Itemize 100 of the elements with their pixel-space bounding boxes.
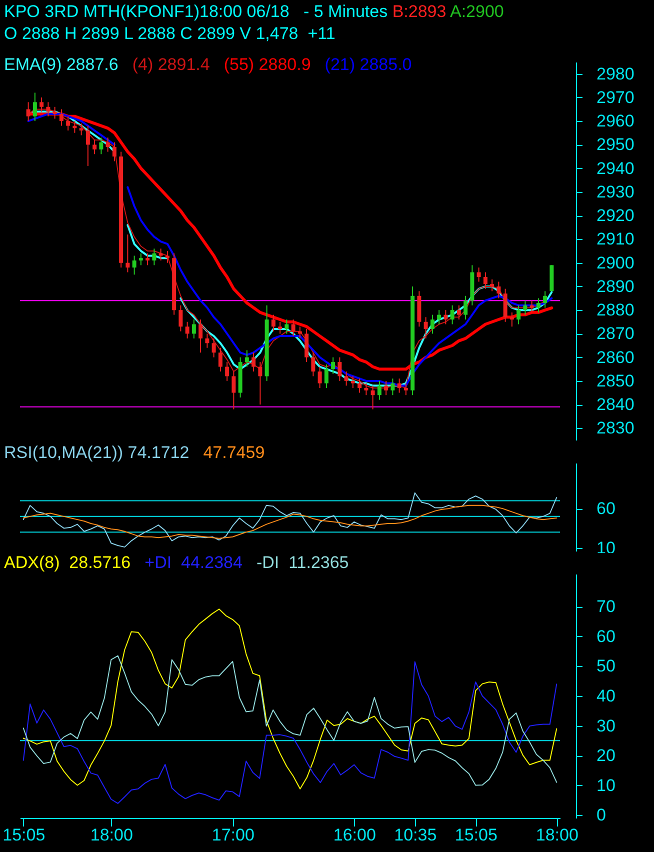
candlestick <box>370 385 375 410</box>
y-tick-label: 20 <box>596 746 616 766</box>
candlestick <box>543 290 548 308</box>
y-tick-label: 2910 <box>596 230 634 249</box>
text: A:2900 <box>450 2 504 21</box>
candlestick <box>198 319 203 354</box>
candlestick <box>205 333 210 348</box>
line-series <box>22 608 558 790</box>
text: (55) 2880.9 <box>224 55 311 74</box>
candlestick <box>59 108 64 126</box>
candlestick <box>185 321 190 339</box>
x-tick-label: 17:00 <box>212 826 254 844</box>
x-tick-label: 15:05 <box>454 826 498 844</box>
candlestick <box>79 122 84 136</box>
candlestick <box>523 300 528 316</box>
y-tick-label: 2860 <box>596 348 634 367</box>
text: (4) 2891.4 <box>132 55 210 74</box>
candlestick <box>32 92 37 122</box>
candlestick <box>284 319 289 334</box>
candlestick <box>26 102 30 122</box>
candlestick <box>390 378 395 396</box>
candlestick <box>490 278 494 292</box>
line-series <box>22 504 558 539</box>
candlestick <box>212 338 216 358</box>
line-series <box>22 661 558 804</box>
candlestick <box>331 356 336 374</box>
candlestick <box>52 106 57 120</box>
y-tick-label: 2950 <box>596 135 634 154</box>
text: -DI 11.2365 <box>256 553 349 572</box>
y-tick-label: 2890 <box>596 276 634 296</box>
y-tick-label: 60 <box>596 499 616 518</box>
candlestick <box>496 281 501 299</box>
candlestick <box>430 314 434 334</box>
candlestick <box>510 312 514 328</box>
candlestick <box>112 142 116 162</box>
candlestick <box>66 116 70 132</box>
y-tick-label: 2840 <box>596 395 634 414</box>
candlestick <box>258 362 262 406</box>
candlestick <box>178 304 183 332</box>
y-tick-label: 2920 <box>596 206 634 226</box>
candlestick <box>483 272 488 290</box>
y-tick-label: 2870 <box>596 324 634 344</box>
candlestick <box>86 125 90 166</box>
text: ADX(8) 28.5716 <box>4 553 131 572</box>
chart-subtitle: O 2888 H 2899 L 2888 C 2899 V 1,478 +11 <box>4 24 336 44</box>
line-series <box>22 655 558 786</box>
candlestick <box>350 376 355 389</box>
x-tick-label: 18:00 <box>536 826 578 844</box>
x-tick-label: 18:00 <box>90 826 133 844</box>
text: RSI(10,MA(21)) 74.1712 <box>4 443 190 462</box>
candlestick <box>424 316 428 339</box>
text: 47.7459 <box>203 443 265 462</box>
y-tick-label: 40 <box>596 686 616 706</box>
y-tick-label: 30 <box>596 716 616 736</box>
candlestick <box>344 370 348 386</box>
y-tick-label: 50 <box>596 656 616 676</box>
candlestick <box>536 298 540 313</box>
y-tick-label: 2970 <box>596 88 634 107</box>
x-tick-label: 10:35 <box>394 826 437 844</box>
candlestick <box>132 255 136 276</box>
line-series <box>22 492 558 548</box>
candlestick <box>358 378 362 394</box>
x-tick-label: 16:00 <box>333 826 376 844</box>
candlestick <box>40 96 44 112</box>
candlestick <box>464 295 468 320</box>
text: (21) 2885.0 <box>324 55 412 74</box>
x-tick-label: 15:05 <box>2 826 46 844</box>
candlestick <box>106 137 110 152</box>
y-tick-label: 2940 <box>596 158 634 178</box>
candlestick <box>377 380 382 400</box>
candlestick <box>456 304 461 320</box>
candlestick <box>146 252 150 266</box>
candlestick <box>138 252 143 266</box>
candlestick <box>304 328 309 363</box>
candlestick <box>311 352 316 377</box>
y-tick-label: 60 <box>596 626 616 646</box>
candlestick <box>516 304 521 325</box>
candlestick <box>291 319 296 337</box>
y-tick-label: 2930 <box>596 182 634 202</box>
candlestick <box>404 382 408 396</box>
y-tick-label: 2850 <box>596 371 634 390</box>
text: EMA(9) 2887.6 <box>4 55 118 74</box>
y-tick-label: 10 <box>596 776 616 795</box>
candlestick <box>252 352 256 372</box>
candlestick <box>476 267 481 282</box>
y-tick-label: 2880 <box>596 300 634 320</box>
candlestick <box>503 288 508 322</box>
y-tick-label: 2900 <box>596 253 634 272</box>
candlestick <box>218 347 222 372</box>
candlestick <box>99 137 104 155</box>
candlestick <box>318 366 322 389</box>
candlestick <box>244 350 249 368</box>
candlestick <box>364 382 368 396</box>
y-tick-label: 0 <box>596 806 606 825</box>
y-tick-label: 70 <box>596 597 616 616</box>
candlestick <box>225 362 230 382</box>
candlestick <box>232 370 236 410</box>
candlestick <box>152 248 156 266</box>
candlestick <box>397 378 402 394</box>
candlestick <box>384 380 388 396</box>
